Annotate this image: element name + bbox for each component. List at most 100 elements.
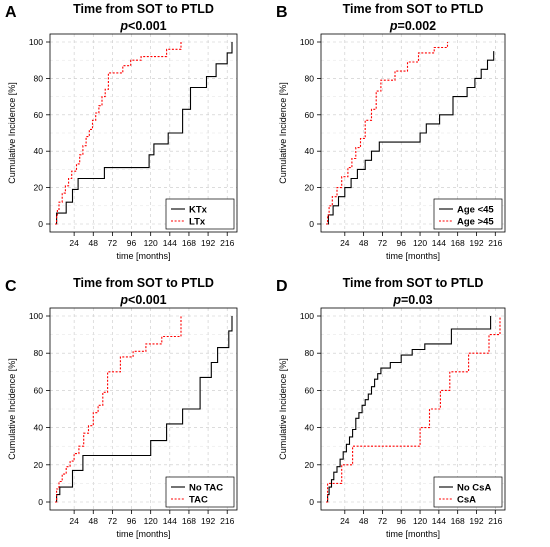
x-tick-label: 96 bbox=[397, 516, 407, 526]
curve-ktx bbox=[55, 42, 233, 225]
y-tick-label: 0 bbox=[38, 497, 43, 507]
grid bbox=[321, 308, 505, 510]
grid bbox=[50, 34, 237, 232]
p-value: p=0.03 bbox=[392, 293, 432, 307]
x-tick-label: 192 bbox=[469, 238, 483, 248]
x-tick-label: 72 bbox=[378, 238, 388, 248]
legend-box bbox=[433, 476, 503, 508]
legend-label: CsA bbox=[457, 495, 476, 506]
x-tick-label: 24 bbox=[340, 516, 350, 526]
legend-label: No CsA bbox=[457, 483, 491, 494]
legend-box bbox=[433, 198, 503, 230]
x-tick-label: 192 bbox=[469, 516, 483, 526]
x-tick-label: 120 bbox=[413, 516, 427, 526]
p-value-number: <0.001 bbox=[128, 293, 167, 307]
chart-title: Time from SOT to PTLD bbox=[343, 2, 484, 16]
p-value: p=0.002 bbox=[389, 19, 436, 33]
x-tick-label: 168 bbox=[451, 238, 465, 248]
x-tick-label: 216 bbox=[488, 238, 502, 248]
curve-csa bbox=[326, 316, 501, 503]
y-tick-label: 60 bbox=[34, 385, 44, 395]
y-tick-label: 0 bbox=[38, 219, 43, 229]
y-tick-label: 60 bbox=[34, 110, 44, 120]
x-axis: 24 48 72 96 120 144 168 192 216 bbox=[340, 232, 503, 248]
p-value-letter: p bbox=[389, 19, 398, 33]
y-tick-label: 20 bbox=[34, 183, 44, 193]
p-value-letter: p bbox=[119, 19, 128, 33]
y-tick-label: 40 bbox=[305, 146, 315, 156]
panel-c: C Time from SOT to PTLD p<0.001 24 48 72 96 120… bbox=[5, 276, 238, 539]
y-tick-label: 80 bbox=[305, 73, 315, 83]
x-axis-label: time [months] bbox=[386, 529, 440, 539]
panel-a: A Time from SOT to PTLD p<0.001 24 48 72 96 120… bbox=[5, 2, 238, 261]
p-value: p<0.001 bbox=[119, 293, 166, 307]
curve-no-csa bbox=[326, 316, 492, 503]
p-value-number: =0.002 bbox=[398, 19, 437, 33]
plot-frame bbox=[320, 33, 506, 233]
x-axis: 24 48 72 96 120 144 168 192 216 bbox=[340, 510, 503, 526]
x-tick-label: 96 bbox=[127, 516, 137, 526]
curve-age-45 bbox=[326, 42, 449, 225]
x-tick-label: 168 bbox=[451, 516, 465, 526]
y-tick-label: 60 bbox=[305, 110, 315, 120]
x-tick-label: 192 bbox=[201, 238, 215, 248]
y-tick-label: 100 bbox=[300, 311, 314, 321]
legend-label: No TAC bbox=[189, 483, 223, 494]
x-tick-label: 24 bbox=[340, 238, 350, 248]
x-tick-label: 216 bbox=[488, 516, 502, 526]
x-tick-label: 48 bbox=[359, 516, 369, 526]
y-axis-label: Cumulative Incidence [%] bbox=[7, 358, 17, 460]
plot-frame bbox=[49, 307, 238, 511]
x-tick-label: 144 bbox=[432, 516, 446, 526]
x-tick-label: 120 bbox=[144, 516, 158, 526]
y-axis: 0 20 40 60 80 100 bbox=[300, 311, 321, 507]
p-value-letter: p bbox=[119, 293, 128, 307]
x-tick-label: 144 bbox=[163, 238, 177, 248]
y-tick-label: 40 bbox=[34, 423, 44, 433]
y-tick-label: 60 bbox=[305, 385, 315, 395]
x-tick-label: 48 bbox=[359, 238, 369, 248]
x-tick-label: 216 bbox=[220, 238, 234, 248]
x-tick-label: 216 bbox=[220, 516, 234, 526]
y-tick-label: 80 bbox=[34, 348, 44, 358]
y-tick-label: 20 bbox=[34, 460, 44, 470]
panel-letter: D bbox=[276, 278, 288, 295]
legend-label: Age >45 bbox=[457, 217, 494, 228]
curve-no-tac bbox=[55, 316, 233, 503]
legend-label: Age <45 bbox=[457, 205, 494, 216]
curve-tac bbox=[55, 316, 182, 503]
panel-letter: C bbox=[5, 278, 17, 295]
x-tick-label: 168 bbox=[182, 516, 196, 526]
y-axis-label: Cumulative Incidence [%] bbox=[278, 358, 288, 460]
y-axis: 0 20 40 60 80 100 bbox=[300, 37, 321, 229]
panel-d: D Time from SOT to PTLD p=0.03 24 48 72 96 120 1… bbox=[276, 276, 506, 539]
x-axis-label: time [months] bbox=[116, 251, 170, 261]
y-axis: 0 20 40 60 80 100 bbox=[29, 311, 50, 507]
plot-frame bbox=[49, 33, 238, 233]
p-value: p<0.001 bbox=[119, 19, 166, 33]
x-tick-label: 96 bbox=[127, 238, 137, 248]
chart-title: Time from SOT to PTLD bbox=[73, 2, 214, 16]
panel-letter: B bbox=[276, 4, 288, 21]
chart-title: Time from SOT to PTLD bbox=[73, 276, 214, 290]
y-axis-label: Cumulative Incidence [%] bbox=[7, 82, 17, 184]
p-value-number: <0.001 bbox=[128, 19, 167, 33]
x-tick-label: 120 bbox=[413, 238, 427, 248]
x-tick-label: 96 bbox=[397, 238, 407, 248]
legend-box bbox=[165, 476, 235, 508]
legend-box bbox=[165, 198, 235, 230]
grid bbox=[50, 308, 237, 510]
y-tick-label: 40 bbox=[34, 146, 44, 156]
x-tick-label: 72 bbox=[108, 516, 118, 526]
panel-b: B Time from SOT to PTLD p=0.002 24 48 72 96 120… bbox=[276, 2, 506, 261]
x-tick-label: 24 bbox=[69, 516, 79, 526]
y-tick-label: 80 bbox=[305, 348, 315, 358]
x-tick-label: 48 bbox=[89, 238, 99, 248]
x-tick-label: 24 bbox=[69, 238, 79, 248]
curve-age-45 bbox=[326, 51, 495, 225]
x-axis-label: time [months] bbox=[386, 251, 440, 261]
